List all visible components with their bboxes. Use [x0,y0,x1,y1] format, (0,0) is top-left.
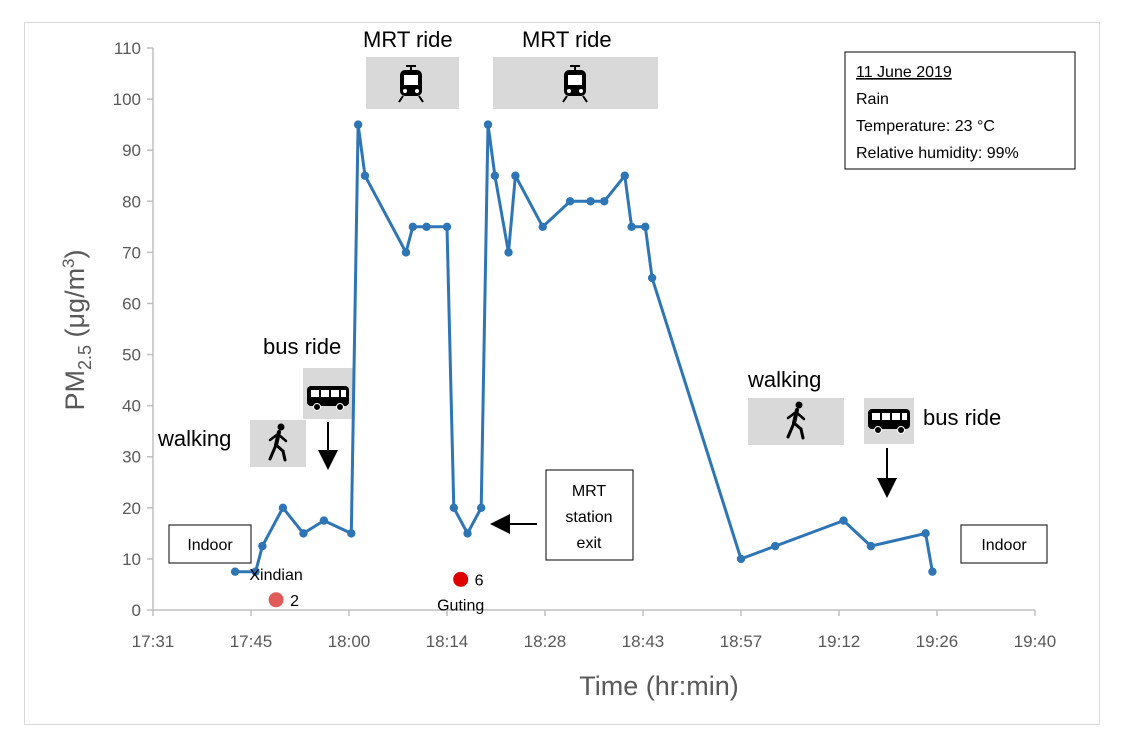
x-tick-label: 19:12 [818,632,861,651]
mrt-exit-label-3: exit [577,535,602,552]
y-tick-label: 40 [122,397,141,416]
y-tick-label: 10 [122,550,141,569]
data-point [921,529,930,538]
data-point [449,503,459,513]
mrt-ride-label-1: MRT ride [363,27,453,52]
bus-ride-label-2: bus ride [923,405,1001,430]
station-marker [453,571,469,587]
station-value-label: 6 [475,572,484,589]
data-point [538,222,547,232]
data-point [347,529,356,538]
bus-icon [307,386,349,411]
data-point [230,567,240,576]
x-axis-title: Time (hr:min) [579,671,739,701]
data-point [600,197,609,206]
data-point [483,120,493,129]
data-point [647,273,657,283]
y-tick-label: 100 [113,90,141,109]
indoor-box-left [168,524,252,564]
info-date: 11 June 2019 [856,64,952,81]
data-point [360,171,370,180]
y-tick-label: 20 [122,499,141,518]
y-tick-label: 50 [122,346,141,365]
train-icon [398,65,424,103]
x-tick-label: 18:00 [328,632,371,651]
data-point [620,171,629,180]
x-tick-label: 19:40 [1014,632,1057,651]
y-tick-label: 60 [122,294,141,313]
y-tick-label: 70 [122,243,141,262]
walking-label-2: walking [747,367,821,392]
station-name-label: Xindian [249,567,302,584]
y-tick-label: 110 [114,39,141,58]
data-point [736,554,746,564]
info-weather: Rain [856,91,889,108]
indoor-label-right: Indoor [981,537,1027,554]
data-point [463,529,472,538]
data-point [258,541,267,551]
train-icon [562,65,588,103]
y-tick-label: 0 [132,601,141,620]
mrt-exit-label-1: MRT [572,483,607,500]
station-value-label: 2 [290,593,299,610]
walking-label-1: walking [157,426,231,451]
chart-frame [24,22,1100,725]
station-marker [268,592,284,608]
data-point [401,248,411,257]
indoor-label-left: Indoor [187,537,233,554]
data-point [251,567,260,576]
info-box [844,51,1076,170]
data-point [511,171,520,180]
data-point [278,503,288,513]
bus-ride-label-1: bus ride [263,334,341,359]
info-temperature: Temperature: 23 °C [856,118,995,135]
x-tick-label: 18:43 [622,632,665,651]
x-tick-label: 18:14 [426,632,469,651]
mrt-ride-label-2: MRT ride [522,27,612,52]
x-tick-label: 17:45 [230,632,273,651]
y-tick-label: 80 [122,192,141,211]
x-tick-label: 18:28 [524,632,567,651]
data-point [928,567,937,576]
data-point [641,222,650,232]
data-point [839,516,848,525]
data-point [586,197,595,206]
x-tick-label: 17:31 [132,632,175,651]
y-axis-title: PM2.5 (μg/m3) [59,249,95,410]
data-point [866,541,876,551]
data-point [353,120,363,129]
x-tick-label: 19:26 [916,632,959,651]
info-humidity: Relative humidity: 99% [856,145,1019,162]
indoor-box-right [960,524,1048,564]
mrt-exit-box [545,469,634,561]
data-point [422,222,431,232]
x-tick-label: 18:57 [720,632,763,651]
station-name-label: Guting [437,597,484,614]
data-point [490,171,500,180]
walking-person-icon [268,423,288,462]
data-point [299,529,308,538]
data-point [408,222,418,232]
series-line [235,123,934,574]
walking-person-icon [786,401,806,440]
data-point [319,516,329,525]
data-point [476,503,486,513]
data-point [504,248,513,257]
data-point [442,222,452,232]
y-tick-label: 90 [122,141,141,160]
data-point [627,222,636,232]
data-point [770,541,780,551]
mrt-exit-label-2: station [565,509,612,526]
data-point [565,197,575,206]
y-tick-label: 30 [122,448,141,467]
bus-icon [868,409,910,434]
